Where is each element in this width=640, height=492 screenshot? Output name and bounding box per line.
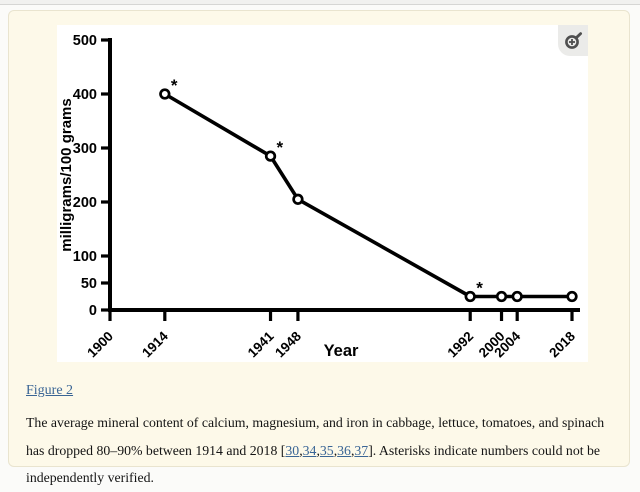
page-top-strip <box>0 0 640 5</box>
y-tick-label: 300 <box>73 141 97 157</box>
citation-link-34[interactable]: 34 <box>302 442 317 458</box>
asterisk-flag-1992: * <box>476 279 483 298</box>
figure-caption: The average mineral content of calcium, … <box>26 409 618 492</box>
y-axis-title: milligrams/100 grams <box>58 98 75 251</box>
zoom-in-magnifier-icon <box>564 32 582 49</box>
citation-link-30[interactable]: 30 <box>285 442 300 458</box>
y-tick-label: 200 <box>73 195 97 211</box>
citation-link-36[interactable]: 36 <box>337 442 351 458</box>
data-point-1992 <box>464 290 476 303</box>
x-tick-label: 1941 <box>245 328 277 360</box>
data-point-1941 <box>264 150 277 162</box>
citation-link-35[interactable]: 35 <box>319 442 334 458</box>
x-axis-title: Year <box>324 342 359 360</box>
asterisk-flag-1914: * <box>171 76 178 95</box>
data-point-1948 <box>292 193 304 205</box>
figure-panel: 0 50 100 200 300 400 500 1900 1914 1941 1948 1992 20… <box>8 10 630 485</box>
caption-body-start: The average mineral content of calcium, … <box>26 415 605 458</box>
y-tick-label: 400 <box>73 87 97 103</box>
x-tick-label: 1948 <box>272 328 304 360</box>
data-point-1914 <box>159 88 171 100</box>
caption-citations: 30,34,35,36,37 <box>285 442 369 458</box>
asterisk-flag-1941: * <box>277 138 284 157</box>
citation-link-37[interactable]: 37 <box>354 442 369 458</box>
data-point-2018 <box>566 290 578 303</box>
data-line <box>163 92 574 299</box>
x-tick-label: 1992 <box>444 329 476 361</box>
data-point-2000 <box>495 290 508 303</box>
y-tick-label: 50 <box>81 276 97 292</box>
x-tick-label: 1900 <box>84 329 116 361</box>
y-tick-label: 100 <box>73 249 97 265</box>
data-point-2004 <box>511 290 523 303</box>
figure-image-box[interactable]: 0 50 100 200 300 400 500 1900 1914 1941 1948 1992 20… <box>57 25 588 362</box>
x-tick-label: 1914 <box>139 328 171 360</box>
y-tick-label: 500 <box>73 33 97 49</box>
x-tick-label: 2018 <box>546 328 578 360</box>
figure-2-link[interactable]: Figure 2 <box>26 383 74 398</box>
zoom-figure-button[interactable] <box>558 25 588 56</box>
y-tick-label: 0 <box>89 303 97 319</box>
